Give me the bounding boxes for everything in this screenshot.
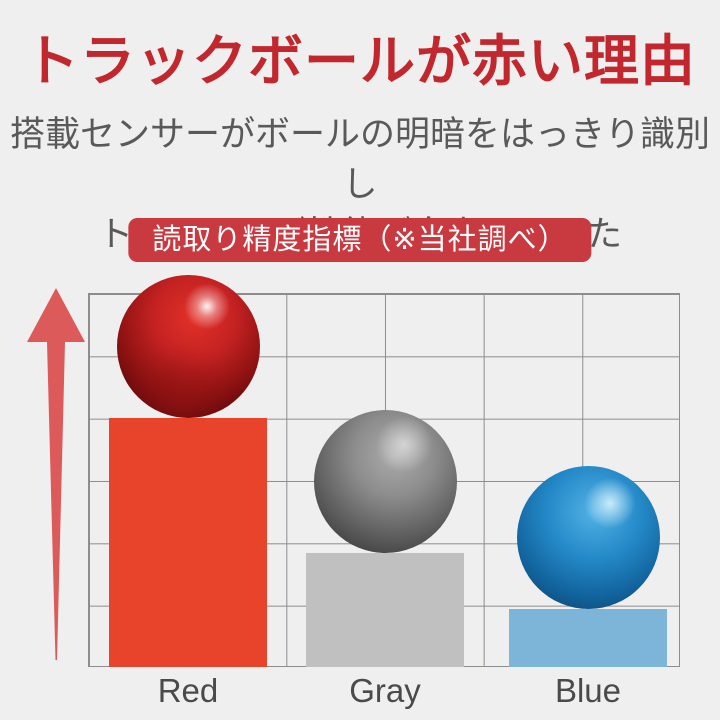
up-arrow-shape [27,288,85,660]
category-label-gray: Gray [349,672,421,709]
page-title: トラックボールが赤い理由 [23,30,696,92]
category-label-blue: Blue [554,672,622,709]
bar-red [109,418,267,667]
up-arrow-icon [27,288,85,660]
subtitle-line-1: 搭載センサーがボールの明暗をはっきり識別し [9,115,710,204]
bar-blue [509,609,667,667]
accuracy-index-badge: 読取り精度指標（※当社調べ） [128,218,592,262]
bar-gray [306,553,464,667]
gray-trackball-icon [313,410,457,553]
blue-trackball-icon [516,466,660,609]
category-label-red: Red [157,672,219,709]
red-trackball-icon [116,275,260,418]
